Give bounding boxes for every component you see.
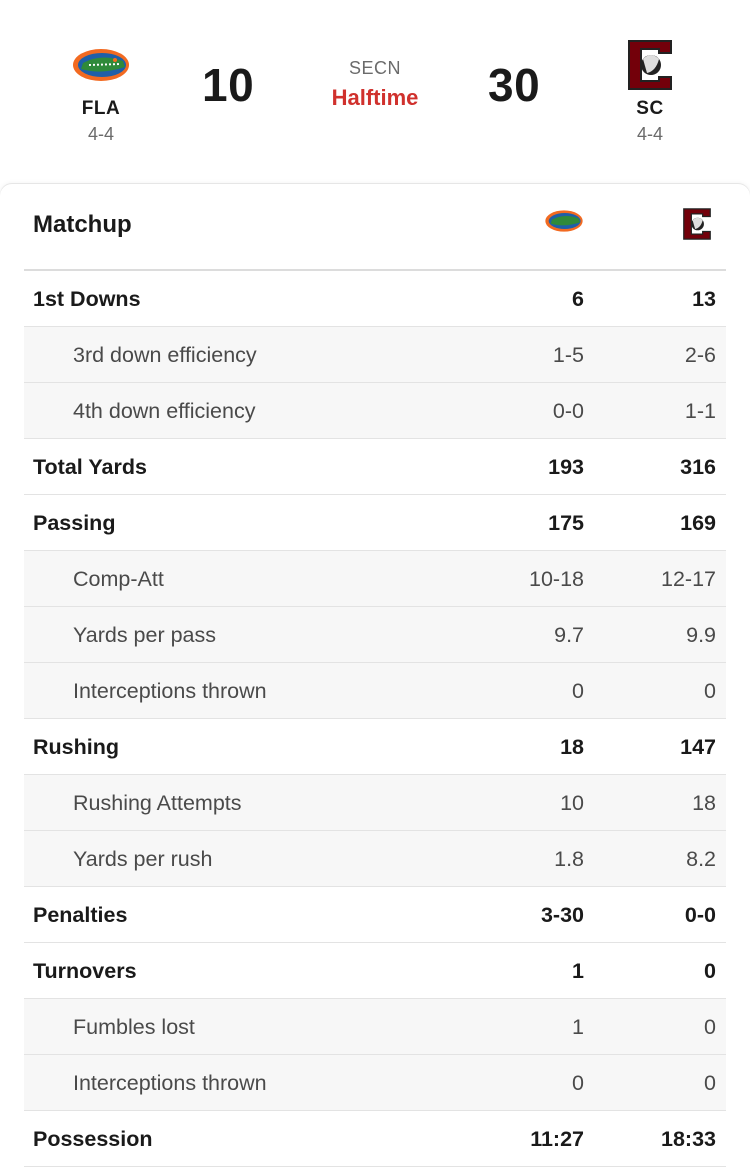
- stat-subrow: Fumbles lost 1 0: [24, 999, 726, 1055]
- stat-label: Fumbles lost: [73, 1015, 195, 1039]
- stat-home-value: 0: [704, 679, 716, 703]
- stat-away-value: 9.7: [554, 623, 584, 647]
- away-score: 10: [202, 59, 255, 111]
- gators-logo-icon: [544, 206, 584, 241]
- home-team-abbr: SC: [636, 98, 664, 119]
- stat-subrow: 3rd down efficiency 1-5 2-6: [24, 327, 726, 383]
- stat-subrow: Rushing Attempts 10 18: [24, 775, 726, 831]
- stat-away-value: 193: [548, 455, 584, 479]
- stat-row: Rushing 18 147: [24, 719, 726, 775]
- stat-row: Turnovers 1 0: [24, 943, 726, 999]
- stat-home-value: 8.2: [686, 847, 716, 871]
- stat-label: Rushing Attempts: [73, 791, 242, 815]
- stat-home-value: 316: [680, 455, 716, 479]
- stat-label: Interceptions thrown: [73, 1071, 267, 1095]
- stat-away-value: 0-0: [552, 399, 584, 423]
- stat-subrow: 4th down efficiency 0-0 1-1: [24, 383, 726, 439]
- matchup-header: Matchup: [24, 184, 726, 271]
- stat-away-value: 11:27: [530, 1127, 584, 1151]
- gators-logo-icon: [41, 34, 161, 96]
- stat-away-value: 10: [560, 791, 584, 815]
- stat-row: Total Yards 193 316: [24, 439, 726, 495]
- stat-home-value: 147: [680, 735, 716, 759]
- stat-label: 1st Downs: [33, 287, 141, 311]
- stat-label: Turnovers: [33, 959, 137, 983]
- stat-home-value: 0: [704, 1015, 716, 1039]
- stat-row: Possession 11:27 18:33: [24, 1111, 726, 1167]
- stat-home-value: 12-17: [661, 567, 716, 591]
- stat-away-value: 1.8: [554, 847, 584, 871]
- stat-away-value: 0: [572, 1071, 584, 1095]
- gamecocks-logo-icon: [680, 206, 714, 247]
- stat-subrow: Yards per pass 9.7 9.9: [24, 607, 726, 663]
- stat-home-value: 9.9: [686, 623, 716, 647]
- stat-away-value: 1: [572, 959, 584, 983]
- matchup-card: Matchup 1st Downs 6 13 3rd down efficiency 1…: [0, 184, 750, 1174]
- away-team-abbr: FLA: [81, 98, 121, 119]
- matchup-title: Matchup: [33, 211, 132, 238]
- stat-label: Total Yards: [33, 455, 147, 479]
- stat-away-value: 3-30: [540, 903, 584, 927]
- stat-subrow: Interceptions thrown 0 0: [24, 1055, 726, 1111]
- stat-home-value: 18: [692, 791, 716, 815]
- game-period: Halftime: [331, 85, 419, 110]
- stat-label: Penalties: [33, 903, 128, 927]
- tv-network: SECN: [348, 58, 401, 78]
- stat-away-value: 18: [560, 735, 584, 759]
- stat-home-value: 1-1: [684, 399, 716, 423]
- stat-label: Yards per pass: [73, 623, 217, 647]
- gamecocks-logo-icon: [590, 34, 710, 96]
- stat-home-value: 18:33: [661, 1127, 716, 1151]
- stat-home-value: 169: [680, 511, 716, 535]
- stat-subrow: Interceptions thrown 0 0: [24, 663, 726, 719]
- home-team-record: 4-4: [636, 124, 663, 144]
- stat-label: Interceptions thrown: [73, 679, 267, 703]
- game-header: FLA 4-4 10 SECN Halftime 30 SC 4-4: [0, 0, 750, 184]
- game-status: SECN Halftime: [275, 58, 475, 111]
- stat-row: Passing 175 169: [24, 495, 726, 551]
- stat-label: Possession: [33, 1127, 153, 1151]
- home-team[interactable]: SC 4-4: [590, 34, 710, 145]
- stat-away-value: 175: [548, 511, 584, 535]
- away-team[interactable]: FLA 4-4: [41, 34, 161, 145]
- stat-away-value: 6: [572, 287, 584, 311]
- stat-away-value: 1: [572, 1015, 584, 1039]
- stat-subrow: Comp-Att 10-18 12-17: [24, 551, 726, 607]
- home-score: 30: [488, 59, 541, 111]
- stat-row: 1st Downs 6 13: [24, 271, 726, 327]
- stat-home-value: 2-6: [684, 343, 716, 367]
- stat-home-value: 13: [692, 287, 716, 311]
- stat-label: Rushing: [33, 735, 119, 759]
- stat-row: Penalties 3-30 0-0: [24, 887, 726, 943]
- stat-home-value: 0: [704, 959, 716, 983]
- stat-home-value: 0-0: [684, 903, 716, 927]
- stat-label: Passing: [33, 511, 116, 535]
- stats-table: 1st Downs 6 13 3rd down efficiency 1-5 2-6 4th…: [24, 271, 726, 1167]
- stat-label: 3rd down efficiency: [73, 343, 257, 367]
- stat-label: Comp-Att: [73, 567, 164, 591]
- stat-away-value: 1-5: [552, 343, 584, 367]
- stat-label: 4th down efficiency: [73, 399, 256, 423]
- stat-label: Yards per rush: [73, 847, 213, 871]
- away-team-record: 4-4: [87, 124, 114, 144]
- stat-subrow: Yards per rush 1.8 8.2: [24, 831, 726, 887]
- stat-away-value: 0: [572, 679, 584, 703]
- stat-home-value: 0: [704, 1071, 716, 1095]
- stat-away-value: 10-18: [529, 567, 584, 591]
